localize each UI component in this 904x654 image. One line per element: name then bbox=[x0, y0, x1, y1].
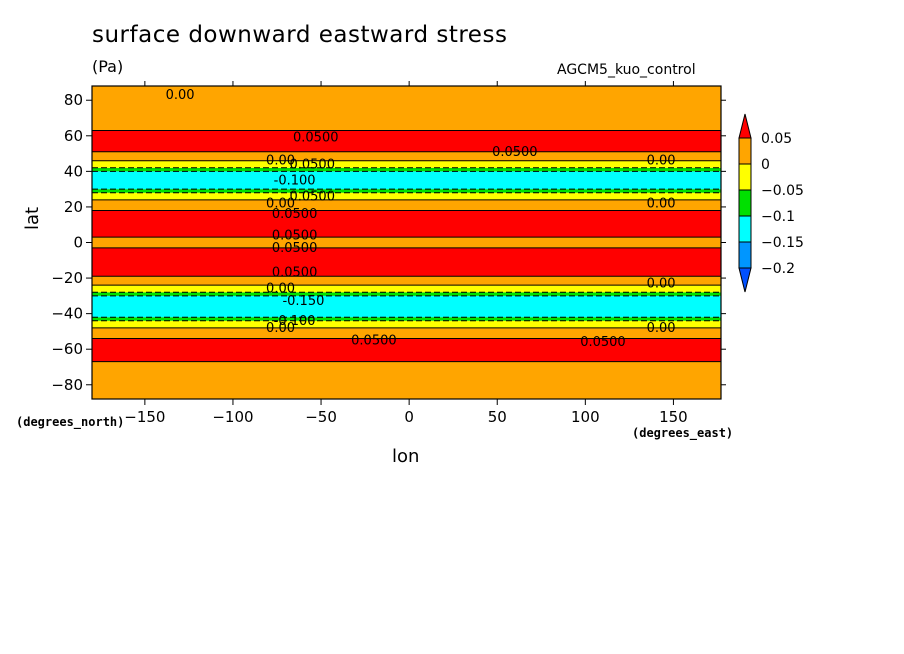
y-tick-label: −80 bbox=[51, 376, 83, 394]
contour-label: 0.0500 bbox=[289, 189, 335, 204]
colorbar-segment bbox=[738, 215, 752, 243]
contour-label: 0.00 bbox=[266, 196, 295, 211]
units-label: (Pa) bbox=[92, 57, 124, 76]
y-tick-label: −60 bbox=[51, 340, 83, 358]
contour-label: 0.00 bbox=[266, 282, 295, 297]
contour-label: 0.00 bbox=[647, 276, 676, 291]
colorbar-label: −0.2 bbox=[761, 261, 795, 277]
colorbar-segment bbox=[738, 163, 752, 191]
y-axis-units: (degrees_north) bbox=[16, 415, 125, 429]
band-9 bbox=[92, 247, 721, 277]
contour-label: -0.100 bbox=[274, 314, 316, 329]
x-tick-label: 50 bbox=[488, 408, 507, 426]
y-tick-label: 40 bbox=[64, 162, 83, 180]
colorbar-top-arrow bbox=[738, 113, 752, 139]
x-tick-label: 0 bbox=[404, 408, 414, 426]
axes: −150 −100 −50 0 50 100 150 −80 −60 −40 −20 0 20 40 60 8… bbox=[51, 81, 726, 426]
run-label: AGCM5_kuo_control bbox=[557, 62, 696, 78]
colorbar: 0.05 0 −0.05 −0.1 −0.15 −0.2 bbox=[738, 113, 804, 293]
band-13 bbox=[92, 192, 721, 200]
colorbar-segment bbox=[738, 137, 752, 165]
band-6 bbox=[92, 292, 721, 296]
contour-label: 0.00 bbox=[266, 154, 295, 169]
colorbar-bottom-arrow bbox=[738, 267, 752, 293]
band-18 bbox=[92, 151, 721, 161]
contour-label: 0.00 bbox=[647, 196, 676, 211]
band-1 bbox=[92, 338, 721, 362]
colorbar-segment bbox=[738, 241, 752, 269]
y-tick-label: −20 bbox=[51, 269, 83, 287]
band-19 bbox=[92, 130, 721, 152]
band-8 bbox=[92, 276, 721, 286]
colorbar-label: 0.05 bbox=[761, 131, 792, 147]
colorbar-segment bbox=[738, 189, 752, 217]
band-5 bbox=[92, 295, 721, 318]
contour-label: 0.00 bbox=[266, 321, 295, 336]
band-4 bbox=[92, 317, 721, 321]
band-11 bbox=[92, 210, 721, 238]
x-tick-label: −150 bbox=[124, 408, 165, 426]
contour-label: 0.0500 bbox=[580, 335, 626, 350]
x-axis-label: lon bbox=[392, 446, 420, 467]
contour-label: 0.0500 bbox=[272, 266, 318, 281]
contour-label: 0.0500 bbox=[272, 207, 318, 222]
contour-label: 0.0500 bbox=[293, 131, 339, 146]
contour-label: 0.0500 bbox=[289, 157, 335, 172]
contour-label: 0.00 bbox=[166, 88, 195, 103]
band-7 bbox=[92, 285, 721, 293]
band-17 bbox=[92, 160, 721, 168]
colorbar-label: −0.15 bbox=[761, 235, 804, 251]
band-10 bbox=[92, 237, 721, 248]
y-tick-label: 60 bbox=[64, 127, 83, 145]
chart-title: surface downward eastward stress bbox=[92, 22, 508, 48]
contour-label: 0.0500 bbox=[351, 333, 397, 348]
band-2 bbox=[92, 327, 721, 339]
x-tick-label: 150 bbox=[659, 408, 688, 426]
contour-field bbox=[92, 86, 721, 399]
contour-label: -0.100 bbox=[274, 173, 316, 188]
colorbar-label: 0 bbox=[761, 157, 770, 173]
band-15 bbox=[92, 171, 721, 190]
band-20 bbox=[92, 86, 721, 131]
x-tick-label: −50 bbox=[305, 408, 337, 426]
x-tick-label: 100 bbox=[571, 408, 600, 426]
colorbar-label: −0.05 bbox=[761, 183, 804, 199]
y-tick-label: 80 bbox=[64, 91, 83, 109]
band-0 bbox=[92, 361, 721, 399]
x-axis-units: (degrees_east) bbox=[632, 426, 734, 440]
band-16 bbox=[92, 167, 721, 172]
band-12 bbox=[92, 199, 721, 211]
x-tick-label: −100 bbox=[212, 408, 253, 426]
y-tick-label: 20 bbox=[64, 198, 83, 216]
contour-label: 0.0500 bbox=[272, 241, 318, 256]
band-3 bbox=[92, 320, 721, 328]
contour-label: 0.0500 bbox=[272, 228, 318, 243]
contour-label: -0.150 bbox=[282, 294, 324, 309]
contour-label: 0.0500 bbox=[492, 145, 538, 160]
band-14 bbox=[92, 189, 721, 193]
colorbar-label: −0.1 bbox=[761, 209, 795, 225]
contour-label: 0.00 bbox=[647, 321, 676, 336]
y-axis-label: lat bbox=[22, 206, 43, 230]
y-tick-label: 0 bbox=[73, 234, 83, 252]
contour-label: 0.00 bbox=[647, 154, 676, 169]
y-tick-label: −40 bbox=[51, 305, 83, 323]
